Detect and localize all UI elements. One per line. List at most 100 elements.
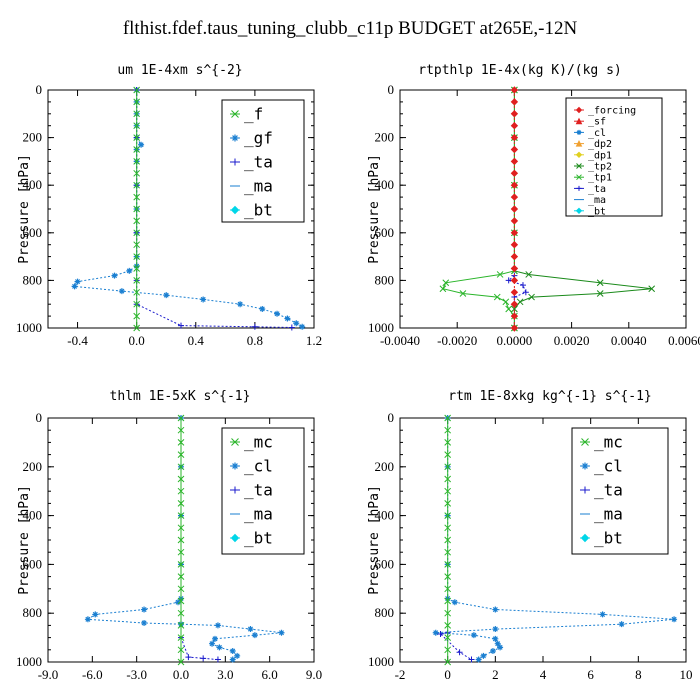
data-point <box>177 622 185 629</box>
data-point <box>442 279 450 287</box>
data-point <box>468 656 475 663</box>
data-point <box>177 658 185 666</box>
legend-marker <box>231 158 239 166</box>
data-point <box>177 451 185 458</box>
y-tick-label: 1000 <box>16 320 42 335</box>
data-point <box>278 629 285 636</box>
data-point <box>133 265 141 272</box>
y-tick-label: 400 <box>23 508 43 523</box>
y-tick-label: 1000 <box>16 654 42 669</box>
x-tick-label: 0.4 <box>188 333 205 348</box>
legend-box <box>565 97 663 217</box>
y-axis-label: Pressure [hPa] <box>367 154 382 264</box>
y-tick-label: 1000 <box>368 654 394 669</box>
data-point <box>525 271 533 278</box>
series-line <box>136 90 292 328</box>
data-point <box>177 426 185 434</box>
data-point <box>444 585 452 593</box>
x-tick-label: -0.0020 <box>437 333 477 348</box>
legend-entry-label: _sf <box>588 117 606 128</box>
x-tick-label: 0.0040 <box>611 333 647 348</box>
data-point <box>92 611 99 618</box>
x-tick-label: -9.0 <box>38 667 59 682</box>
data-point <box>505 305 513 313</box>
y-tick-label: 400 <box>375 508 395 523</box>
legend-marker <box>230 533 240 543</box>
data-point <box>618 621 625 628</box>
legend-marker <box>575 207 583 215</box>
data-point <box>178 322 184 329</box>
y-axis-label: Pressure [hPa] <box>17 154 32 264</box>
data-point <box>475 656 482 663</box>
y-tick-label: 600 <box>23 556 43 571</box>
data-point <box>444 426 452 434</box>
data-point <box>133 181 141 189</box>
data-point <box>133 324 141 332</box>
legend-entry-label: _ta <box>594 481 623 500</box>
data-point <box>251 323 258 330</box>
y-axis-label: Pressure [hPa] <box>367 485 382 595</box>
data-point <box>510 205 519 213</box>
y-tick-label: 800 <box>23 272 43 287</box>
y-tick-label: 0 <box>36 82 43 97</box>
legend-marker <box>581 438 589 446</box>
data-point <box>177 573 185 580</box>
x-tick-label: 1.2 <box>306 333 322 348</box>
data-point <box>444 439 452 446</box>
data-point <box>177 548 185 556</box>
y-tick-label: 800 <box>375 272 395 287</box>
data-point <box>133 86 141 94</box>
x-tick-label: 9.0 <box>306 667 322 682</box>
data-point <box>444 622 452 629</box>
data-point <box>133 193 141 201</box>
legend-entry-label: _ta <box>588 184 606 195</box>
data-point <box>492 626 499 633</box>
data-point <box>497 644 504 651</box>
data-point <box>229 648 236 655</box>
data-point <box>444 414 452 422</box>
data-point <box>237 301 244 308</box>
data-point <box>444 500 452 507</box>
data-point <box>141 606 148 613</box>
legend-entry-label: _tp2 <box>588 162 612 173</box>
data-point <box>510 145 519 154</box>
data-point <box>437 630 444 637</box>
data-point <box>133 158 141 165</box>
data-point <box>118 288 125 295</box>
data-point <box>510 193 519 201</box>
legend-entry-label: _ma <box>244 177 273 196</box>
data-point <box>177 524 185 532</box>
data-point <box>211 635 218 642</box>
x-tick-label: 0 <box>444 667 451 682</box>
chart-panel-1: um 1E-4xm s^{-2} Pressure [hPa] 0 200 400 600… <box>16 63 322 348</box>
data-point <box>444 646 452 654</box>
chart-panel-4: rtm 1E-8xkg kg^{-1} s^{-1} Pressure [hPa]… <box>367 389 693 682</box>
legend-marker <box>231 134 239 142</box>
data-point <box>522 289 529 296</box>
data-point <box>599 611 606 618</box>
legend-marker <box>581 486 589 494</box>
y-axis-label: Pressure [hPa] <box>17 485 32 595</box>
series-line <box>439 632 472 661</box>
data-point <box>141 619 148 626</box>
data-point <box>510 157 519 166</box>
legend-marker <box>576 129 582 135</box>
data-point <box>229 656 236 663</box>
x-tick-label: -0.4 <box>67 333 88 348</box>
page-title: flthist.fdef.taus_tuning_clubb_c11p BUDG… <box>122 18 578 39</box>
data-point <box>251 632 258 639</box>
data-point <box>444 475 452 483</box>
y-tick-label: 200 <box>23 459 43 474</box>
legend-box <box>221 427 305 555</box>
data-point <box>510 229 519 237</box>
x-tick-label: 0.0020 <box>554 333 590 348</box>
chart-title: thlm 1E-5xK s^{-1} <box>110 389 251 404</box>
legend-entry-label: _bt <box>594 529 623 548</box>
data-point <box>451 599 458 606</box>
data-point <box>133 122 141 130</box>
data-point <box>133 300 141 308</box>
y-tick-label: 600 <box>375 556 395 571</box>
data-point <box>284 315 291 322</box>
data-point <box>175 599 182 606</box>
